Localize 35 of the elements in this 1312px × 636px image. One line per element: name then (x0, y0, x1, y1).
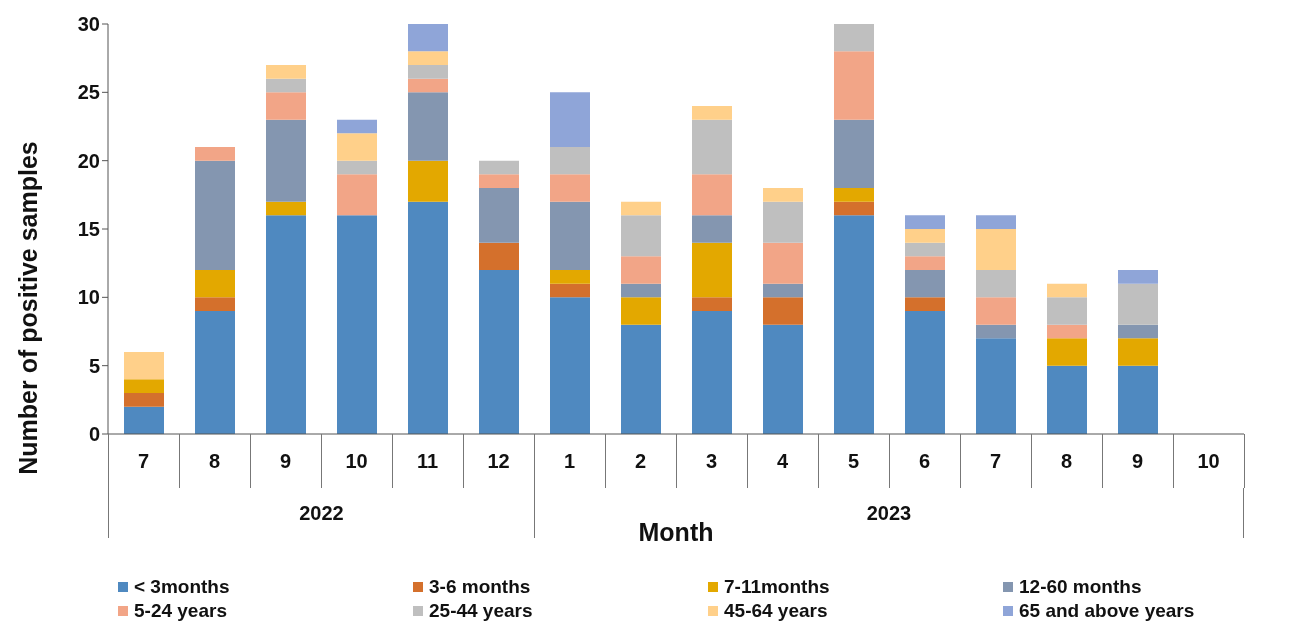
x-tick-label: 4 (776, 450, 789, 473)
x-axis-title: Month (638, 518, 714, 546)
y-tick-label: 20 (77, 149, 100, 172)
x-tick-label: 5 (847, 450, 860, 473)
x-tick-label: 1 (563, 450, 576, 473)
legend-label: 25-44 years (429, 600, 533, 622)
text: 2023 (866, 502, 912, 524)
x-tick-label: 7 (989, 450, 1002, 473)
x-tick-label: 10 (345, 450, 368, 473)
x-tick-label: 11 (416, 450, 439, 473)
legend-label: 5-24 years (134, 600, 227, 622)
y-tick-label: 25 (77, 81, 100, 104)
legend-label: 7-11months (724, 576, 830, 598)
x-tick-label: 10 (1197, 450, 1220, 473)
legend-label: 12-60 months (1019, 576, 1142, 598)
x-tick-label: 3 (705, 450, 718, 473)
legend-label: 45-64 years (724, 600, 828, 622)
legend-label: 65 and above years (1019, 600, 1195, 622)
legend-label: < 3months (134, 576, 230, 598)
y-tick-label: 10 (77, 286, 100, 309)
x-tick-label: 9 (279, 450, 292, 473)
y-axis-title: Number of positive samples (13, 141, 43, 475)
y-tick-label: 5 (88, 354, 100, 377)
y-tick-label: 0 (88, 423, 100, 446)
text: 2022 (108, 488, 534, 538)
x-tick-label: 6 (918, 450, 931, 473)
x-tick-label: 8 (208, 450, 221, 473)
x-tick-label: 12 (487, 450, 510, 473)
y-tick-label: 15 (77, 218, 100, 241)
y-tick-label: 30 (77, 13, 100, 36)
x-tick-label: 2 (634, 450, 647, 473)
legend-label: 3-6 months (429, 576, 531, 598)
x-tick-label: 8 (1060, 450, 1073, 473)
x-tick-label: 7 (137, 450, 150, 473)
x-tick-label: 9 (1131, 450, 1144, 473)
